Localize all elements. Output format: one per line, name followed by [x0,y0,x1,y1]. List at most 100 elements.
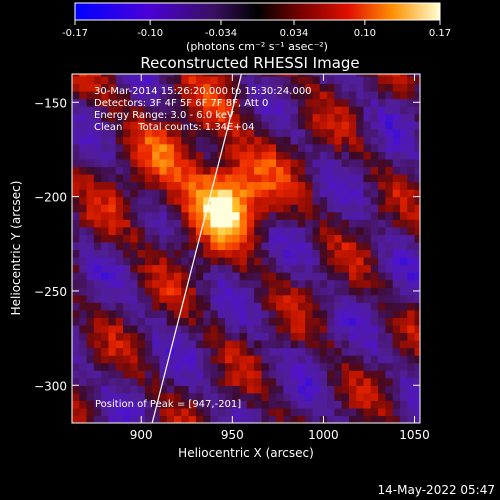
heatmap-cell [334,189,343,198]
heatmap-cell [356,98,365,107]
heatmap-cell [108,83,117,92]
heatmap-cell [166,355,175,364]
heatmap-cell [385,74,394,77]
heatmap-cell [79,377,88,386]
heatmap-cell [101,234,110,243]
heatmap-cell [152,90,161,100]
heatmap-cell [305,136,314,145]
heatmap-cell [93,166,102,175]
heatmap-cell [232,113,241,122]
heatmap-cell [363,309,372,318]
heatmap-cell [137,370,146,379]
heatmap-cell [72,332,80,341]
heatmap-cell [290,347,299,356]
heatmap-cell [378,332,386,341]
heatmap-cell [152,415,161,423]
heatmap-cell [341,234,350,243]
heatmap-cell [407,400,416,409]
heatmap-cell [414,189,420,198]
heatmap-cell [246,309,255,318]
heatmap-cell [225,74,233,77]
heatmap-cell [268,121,277,130]
heatmap-cell [123,294,131,303]
heatmap-cell [348,355,357,364]
heatmap-cell [261,317,270,326]
heatmap-cell [276,166,284,175]
heatmap-cell [188,166,197,175]
heatmap-cell [378,415,386,423]
heatmap-cell [334,294,343,303]
heatmap-cell [319,189,328,198]
heatmap-cell [181,181,190,190]
heatmap-cell [225,189,233,198]
heatmap-cell [123,121,131,130]
heatmap-cell [297,256,306,266]
heatmap-cell [159,302,168,311]
heatmap-cell [378,287,386,296]
heatmap-cell [290,355,299,364]
heatmap-cell [348,158,357,168]
heatmap-cell [334,219,343,228]
heatmap-cell [203,302,212,311]
heatmap-cell [378,204,386,213]
heatmap-cell [232,151,241,160]
heatmap-cell [385,204,394,213]
heatmap-cell [370,166,379,175]
heatmap-cell [86,272,95,281]
heatmap-cell [283,136,292,145]
heatmap-cell [297,211,306,220]
heatmap-cell [203,347,212,356]
heatmap-cell [378,196,386,205]
heatmap-cell [79,272,88,281]
heatmap-cell [378,256,386,266]
heatmap-cell [276,128,284,137]
heatmap-cell [115,226,124,235]
heatmap-cell [210,415,219,423]
heatmap-cell [319,324,328,334]
heatmap-cell [108,90,117,100]
heatmap-cell [123,415,131,423]
heatmap-cell [93,241,102,251]
heatmap-cell [268,98,277,107]
heatmap-cell [261,309,270,318]
heatmap-cell [305,219,314,228]
heatmap-cell [232,74,241,77]
heatmap-cell [144,83,153,92]
heatmap-cell [297,294,306,303]
heatmap-cell [370,415,379,423]
heatmap-cell [137,287,146,296]
heatmap-cell [319,121,328,130]
heatmap-cell [283,98,292,107]
heatmap-cell [232,347,241,356]
heatmap-cell [101,189,110,198]
heatmap-cell [225,355,233,364]
heatmap-cell [392,355,401,364]
heatmap-cell [86,241,95,251]
heatmap-cell [225,226,233,235]
heatmap-cell [217,309,226,318]
heatmap-cell [276,189,284,198]
heatmap-cell [276,234,284,243]
heatmap-cell [123,196,131,205]
heatmap-cell [79,407,88,417]
heatmap-cell [188,362,197,371]
heatmap-cell [276,347,284,356]
heatmap-cell [101,287,110,296]
heatmap-cell [130,189,139,198]
heatmap-cell [283,90,292,100]
heatmap-cell [319,317,328,326]
heatmap-cell [166,113,175,122]
heatmap-cell [239,166,248,175]
heatmap-cell [232,249,241,258]
heatmap-cell [254,249,263,258]
heatmap-cell [305,98,314,107]
heatmap-cell [378,121,386,130]
heatmap-cell [195,75,204,85]
heatmap-cell [203,309,212,318]
heatmap-cell [101,332,110,341]
heatmap-cell [123,158,131,168]
heatmap-cell [385,151,394,160]
heatmap-cell [297,181,306,190]
heatmap-cell [101,324,110,334]
heatmap-cell [239,113,248,122]
